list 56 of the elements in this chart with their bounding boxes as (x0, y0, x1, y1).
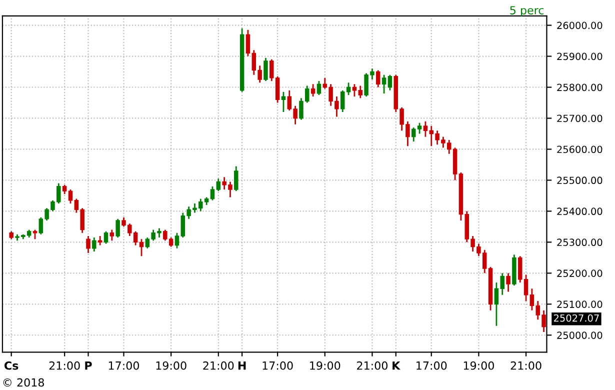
y-tick-label: 25200.00 (557, 270, 602, 277)
candlestick (524, 274, 528, 302)
y-tick-label: 25600.00 (557, 146, 602, 154)
y-tick-label: 25000.00 (557, 332, 602, 339)
y-tick-label: 26000.00 (557, 22, 602, 30)
x-tick-label: 19:00 (464, 361, 494, 370)
candlestick (358, 85, 363, 99)
text: 25027.07 (554, 314, 599, 322)
y-tick-label: 25700.00 (557, 114, 602, 122)
candlestick (518, 255, 522, 284)
y-tick-label: 25400.00 (557, 208, 602, 216)
x-tick-label: 19:00 (310, 361, 340, 370)
candlestick (62, 184, 67, 195)
candlestick (376, 70, 380, 88)
x-tick-label: 17:00 (416, 361, 447, 370)
candlestick (216, 178, 221, 192)
x-tick-label: H (238, 362, 246, 370)
candlestick (417, 122, 422, 134)
x-tick-label: 19:00 (156, 361, 186, 370)
candlestick (506, 272, 510, 292)
candlestick (264, 57, 268, 82)
candlestick (68, 188, 73, 204)
candlestick (246, 29, 250, 57)
y-tick-label: 25100.00 (557, 300, 602, 308)
candlestick (412, 126, 416, 142)
candlestick (104, 230, 108, 244)
candlestick (116, 218, 120, 238)
annotation: 5 perc (510, 6, 544, 17)
x-tick-label: 21:00 (357, 361, 388, 370)
candlestick (110, 229, 114, 242)
x-tick-label: K (392, 362, 401, 370)
candlestick (352, 83, 357, 98)
y-tick-label: 25300.00 (557, 238, 602, 246)
y-tick-label: 25800.00 (557, 84, 602, 92)
candlestick (86, 235, 90, 254)
x-tick-label: 21:00 (203, 361, 234, 370)
x-tick-label: 17:00 (108, 361, 140, 370)
candlestick (139, 238, 144, 257)
candlestick (174, 232, 180, 250)
candlestick (310, 83, 316, 98)
x-tick-label: 21:00 (510, 361, 542, 370)
candlestick (388, 74, 392, 92)
candlestick (382, 74, 386, 94)
candlestick (423, 120, 428, 138)
candlestick (316, 80, 322, 96)
candlestick (210, 186, 215, 202)
candlestick (234, 166, 238, 192)
candlestick (92, 236, 96, 252)
text: © 2018 (3, 378, 44, 387)
x-tick-label: Cs (4, 361, 18, 370)
x-tick-label: P (85, 362, 92, 370)
x-tick-label: 21:00 (49, 361, 80, 370)
y-tick-label: 25900.00 (557, 52, 602, 60)
candlestick (281, 91, 286, 113)
x-tick-label: 17:00 (262, 361, 293, 370)
y-tick-label: 25500.00 (557, 176, 602, 184)
